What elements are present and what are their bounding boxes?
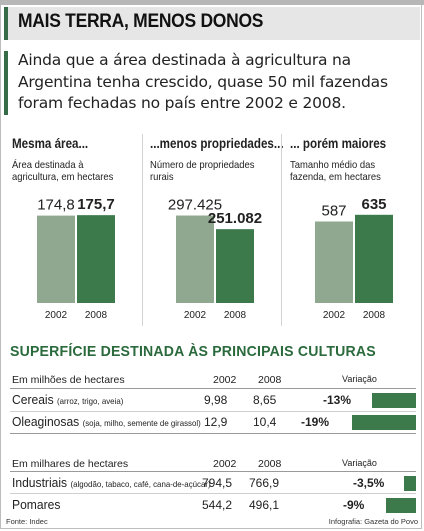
row-oleaginosas-2002: 12,9: [204, 415, 228, 429]
x-tick-2002: 2002: [323, 310, 346, 321]
panel-3-chart: 587 2002 635 2008: [315, 196, 393, 321]
row-pomares-label: Pomares: [12, 497, 61, 512]
row-cereais-label: Cereais (arroz, trigo, aveia): [12, 392, 124, 407]
group-1-col-variation: Variação: [342, 374, 377, 384]
row-industriais-2002: 794,5: [202, 476, 233, 490]
group-2-col-variation: Variação: [342, 458, 377, 468]
bar-2008: [216, 229, 254, 303]
group-2-unit: Em milhares de hectares: [12, 458, 129, 470]
x-tick-2008: 2008: [224, 310, 247, 321]
row-industriais-variation: -3,5%: [353, 476, 385, 490]
data-label-2002: 297.425: [168, 197, 222, 214]
bar-2002: [37, 215, 75, 303]
x-tick-2008: 2008: [85, 310, 108, 321]
panel-separator-1: [142, 134, 143, 326]
group-2-col-2008: 2008: [258, 458, 282, 470]
panel-1-subtitle: Área destinada à agricultura, em hectare…: [12, 159, 114, 183]
panel-separator-2: [281, 134, 282, 326]
bar-2002: [176, 215, 214, 303]
panel-2-subtitle: Número de propriedades rurais: [150, 159, 255, 183]
panel-3-title: ... porém maiores: [290, 136, 387, 151]
bar-2008: [355, 214, 393, 303]
infographic-title: MAIS TERRA, MENOS DONOS: [18, 11, 264, 32]
group-1-unit: Em milhões de hectares: [12, 374, 125, 386]
row-pomares-2002: 544,2: [202, 498, 233, 512]
panel-2-chart: 297.425 2002 251.082 2008: [168, 197, 262, 321]
row-industriais-2008: 766,9: [249, 476, 280, 490]
crops-section-title: SUPERFÍCIE DESTINADA ÀS PRINCIPAIS CULTU…: [10, 343, 376, 360]
group-2-col-2002: 2002: [213, 458, 237, 470]
row-oleaginosas-variation: -19%: [301, 415, 330, 429]
row-pomares-2008: 496,1: [249, 498, 280, 512]
row-oleaginosas-2008: 10,4: [253, 415, 277, 429]
table-rule: [10, 411, 416, 412]
row-cereais-2008: 8,65: [253, 393, 277, 407]
panel-1-title: Mesma área...: [12, 136, 89, 151]
bar-2008: [77, 215, 115, 303]
row-cereais-variation: -13%: [323, 393, 352, 407]
panel-3-subtitle: Tamanho médio das fazenda, em hectares: [290, 159, 381, 183]
data-label-2008: 635: [361, 196, 386, 213]
panel-2-title: ...menos propriedades...: [150, 136, 284, 151]
row-cereais-variation-bar: [372, 393, 416, 408]
group-1-col-2008: 2008: [258, 374, 282, 386]
title-accent: [4, 7, 8, 40]
x-tick-2002: 2002: [184, 310, 207, 321]
top-rule: [0, 0, 424, 5]
data-label-2002: 174,8: [37, 197, 75, 214]
row-pomares-variation-bar: [385, 498, 416, 513]
x-tick-2002: 2002: [45, 310, 68, 321]
credit-note: Infografia: Gazeta do Povo: [328, 517, 418, 526]
row-pomares-variation: -9%: [343, 498, 365, 512]
panel-1-chart: 174,8 2002 175,7 2008: [37, 196, 115, 321]
table-rule: [10, 471, 416, 472]
table-rule: [10, 388, 416, 389]
table-rule: [10, 433, 416, 434]
bar-2002: [315, 221, 353, 303]
source-note: Fonte: Indec: [6, 517, 48, 526]
row-industriais-label: Industriais (algodão, tabaco, café, cana…: [12, 475, 211, 490]
lead-text: Ainda que a área destinada à agricultura…: [18, 51, 388, 112]
group-1-col-2002: 2002: [213, 374, 237, 386]
title-bar: MAIS TERRA, MENOS DONOS: [4, 7, 420, 40]
row-cereais-2002: 9,98: [204, 393, 228, 407]
data-label-2008: 251.082: [208, 210, 262, 227]
table-rule: [10, 493, 416, 494]
data-label-2008: 175,7: [77, 196, 115, 213]
row-oleaginosas-variation-bar: [352, 415, 416, 430]
row-oleaginosas-label: Oleaginosas (soja, milho, semente de gir…: [12, 414, 201, 429]
lead-accent: [4, 51, 8, 115]
x-tick-2008: 2008: [363, 310, 386, 321]
row-industriais-variation-bar: [404, 476, 416, 491]
data-label-2002: 587: [321, 202, 346, 219]
